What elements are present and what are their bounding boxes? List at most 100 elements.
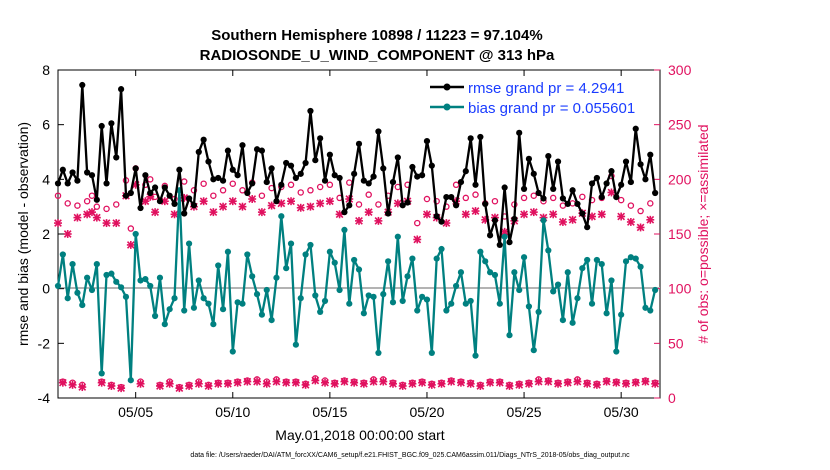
obs-assimilated-marker xyxy=(369,377,378,386)
bias-point xyxy=(341,226,348,233)
bias-point xyxy=(258,311,266,318)
bias-point xyxy=(472,352,479,359)
obs-possible-marker xyxy=(423,195,431,203)
bias-point xyxy=(268,317,275,324)
bias-point xyxy=(239,300,246,307)
rmse-point xyxy=(535,189,542,197)
rmse-point xyxy=(404,199,411,206)
rmse-point xyxy=(307,107,314,115)
rmse-point xyxy=(554,158,562,165)
rmse-point xyxy=(176,166,183,173)
obs-possible-marker xyxy=(54,192,62,199)
obs-assimilated-marker xyxy=(544,377,553,386)
y-right-tick-label: 0 xyxy=(668,390,676,406)
obs-assimilated-marker xyxy=(408,379,417,388)
bias-point xyxy=(409,255,416,262)
obs-assimilated-marker xyxy=(291,378,300,387)
bias-point xyxy=(59,251,66,258)
obs-assimilated-marker xyxy=(136,379,145,388)
obs-assimilated-marker xyxy=(209,208,218,217)
bias-point xyxy=(297,295,304,302)
obs-possible-marker xyxy=(355,201,363,208)
y-tick-label: 8 xyxy=(42,62,50,78)
obs-possible-marker xyxy=(520,194,528,202)
obs-assimilated-marker xyxy=(524,379,533,388)
bias-point xyxy=(559,317,567,324)
bias-point xyxy=(632,255,639,262)
rmse-point xyxy=(321,177,329,184)
rmse-point xyxy=(637,161,644,168)
bias-point xyxy=(603,310,610,317)
obs-assimilated-marker xyxy=(355,216,363,225)
rmse-point xyxy=(409,163,416,171)
y-tick-label: 0 xyxy=(42,281,50,297)
bias-point xyxy=(428,349,435,356)
bias-point xyxy=(200,295,207,302)
bias-point xyxy=(457,269,465,276)
rmse-point xyxy=(394,154,401,161)
obs-assimilated-marker xyxy=(88,208,96,217)
bias-point xyxy=(491,271,499,279)
rmse-point xyxy=(69,169,76,176)
rmse-point xyxy=(496,241,503,249)
bias-point xyxy=(370,293,377,300)
obs-assimilated-marker xyxy=(602,377,611,386)
rmse-point xyxy=(501,184,508,191)
rmse-point xyxy=(632,125,639,132)
obs-possible-marker xyxy=(146,176,154,183)
obs-possible-marker xyxy=(113,201,120,208)
bias-point xyxy=(627,254,634,261)
obs-assimilated-marker xyxy=(423,210,431,219)
obs-assimilated-marker xyxy=(330,379,339,388)
y-tick-label: 6 xyxy=(42,117,50,133)
rmse-point xyxy=(443,194,450,201)
obs-possible-marker xyxy=(219,187,227,194)
rmse-point xyxy=(598,194,605,201)
rmse-point xyxy=(380,165,387,172)
obs-assimilated-marker xyxy=(175,384,184,393)
rmse-point xyxy=(302,159,309,167)
obs-possible-marker xyxy=(88,192,96,199)
bias-point xyxy=(540,217,547,224)
bias-point xyxy=(462,300,469,307)
bias-point xyxy=(137,277,144,284)
bias-point xyxy=(346,300,353,307)
bias-point xyxy=(210,321,217,328)
obs-assimilated-marker xyxy=(447,377,456,386)
rmse-point xyxy=(506,239,513,246)
bias-point xyxy=(88,286,96,294)
rmse-point xyxy=(462,168,469,175)
rmse-point xyxy=(569,187,576,194)
obs-assimilated-marker xyxy=(170,210,179,219)
rmse-point xyxy=(574,200,581,208)
rmse-point xyxy=(642,176,649,183)
rmse-point xyxy=(122,192,130,199)
bias-point xyxy=(593,256,600,264)
obs-assimilated-marker xyxy=(92,213,101,222)
obs-assimilated-marker xyxy=(626,218,635,226)
rmse-point xyxy=(423,137,431,145)
obs-possible-marker xyxy=(365,191,372,198)
obs-assimilated-marker xyxy=(515,380,524,389)
rmse-point xyxy=(351,170,358,177)
bias-point xyxy=(74,289,81,296)
obs-possible-marker xyxy=(617,196,625,204)
obs-possible-marker xyxy=(316,183,324,191)
bias-point xyxy=(132,230,139,238)
rmse-point xyxy=(84,169,91,176)
obs-assimilated-marker xyxy=(253,377,262,386)
obs-assimilated-marker xyxy=(63,230,72,238)
rmse-point xyxy=(647,151,654,158)
rmse-point xyxy=(520,185,528,192)
bias-point xyxy=(545,247,552,254)
obs-assimilated-marker xyxy=(622,379,630,388)
obs-assimilated-marker xyxy=(160,197,169,206)
obs-possible-marker xyxy=(414,219,421,227)
rmse-point xyxy=(516,129,523,136)
rmse-point xyxy=(205,158,212,165)
obs-assimilated-marker xyxy=(471,207,480,215)
bias-point xyxy=(108,270,115,277)
obs-assimilated-marker xyxy=(78,383,87,392)
bias-point xyxy=(351,256,358,264)
bias-point xyxy=(93,260,100,268)
